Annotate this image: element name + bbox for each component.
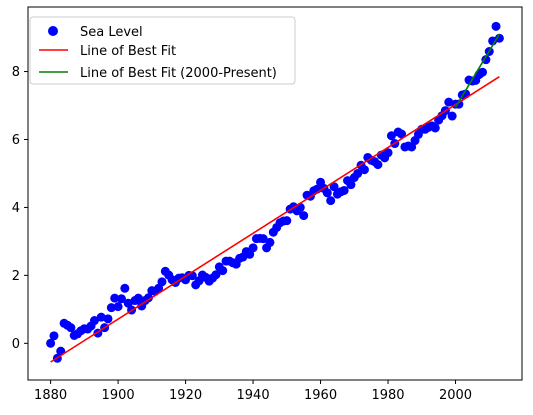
sea-level-point: [110, 293, 120, 303]
sea-level-point: [322, 188, 332, 198]
sea-level-point: [123, 298, 133, 308]
sea-level-point: [113, 302, 123, 312]
axes-layer: 1880 1900 1920 1940 1960 1980 2000 0 2 4 6 8: [12, 6, 523, 403]
x-tick-label: 1980: [371, 388, 404, 403]
sea-level-point: [386, 131, 396, 141]
sea-level-point: [66, 323, 76, 333]
sea-level-point: [359, 165, 369, 175]
sea-level-point: [133, 293, 143, 303]
legend-label-best-fit: Line of Best Fit: [80, 44, 176, 59]
sea-level-point: [157, 277, 167, 287]
sea-level-point: [478, 67, 488, 77]
legend-frame: [29, 16, 296, 85]
sea-level-point: [326, 196, 336, 206]
sea-level-point: [383, 148, 393, 158]
plot-frame: [27, 6, 523, 381]
sea-level-point: [258, 234, 268, 244]
data-layer: [46, 21, 504, 363]
x-tick-label: 1960: [304, 388, 337, 403]
x-tick-label: 1880: [34, 388, 67, 403]
sea-level-point: [49, 331, 59, 341]
sea-level-point: [373, 160, 383, 170]
legend: Sea Level Line of Best Fit Line of Best …: [29, 16, 296, 85]
best-fit-line-2000-present: [454, 33, 501, 108]
sea-level-point: [143, 293, 153, 303]
sea-level-point: [120, 283, 130, 293]
y-tick-label: 0: [12, 337, 20, 352]
legend-label-best-fit-2000: Line of Best Fit (2000-Present): [80, 66, 277, 81]
sea-level-point: [353, 168, 363, 178]
sea-level-point: [430, 123, 440, 133]
x-tick-label: 1900: [102, 388, 135, 403]
y-tick-label: 2: [12, 269, 20, 284]
y-tick-label: 4: [12, 201, 20, 216]
sea-level-point: [89, 316, 99, 326]
x-tick-label: 1920: [169, 388, 202, 403]
sea-level-point: [248, 243, 258, 253]
sea-level-point: [494, 33, 504, 43]
legend-marker-sea-level: [48, 26, 58, 36]
sea-level-point: [295, 202, 305, 212]
best-fit-line: [50, 75, 500, 363]
sea-level-point: [96, 312, 106, 322]
sea-level-point: [218, 266, 228, 276]
sea-level-point: [106, 303, 116, 313]
sea-level-point: [116, 294, 126, 304]
sea-level-point: [329, 182, 339, 192]
sea-level-point: [211, 270, 221, 280]
sea-level-point: [46, 338, 56, 348]
legend-label-sea-level: Sea Level: [80, 25, 143, 40]
y-tick-label: 8: [12, 65, 20, 80]
sea-level-point: [346, 180, 356, 190]
sea-level-point: [103, 314, 113, 324]
sea-level-point: [299, 211, 309, 221]
sea-level-point: [444, 97, 454, 107]
sea-level-point: [339, 185, 349, 195]
y-tick-label: 6: [12, 133, 20, 148]
sea-level-point: [397, 129, 407, 139]
x-tick-label: 2000: [439, 388, 472, 403]
sea-level-point: [282, 216, 292, 226]
sea-level-point: [491, 21, 501, 31]
sea-level-point: [265, 237, 275, 247]
sea-level-point: [447, 111, 457, 121]
x-tick-label: 1940: [237, 388, 270, 403]
